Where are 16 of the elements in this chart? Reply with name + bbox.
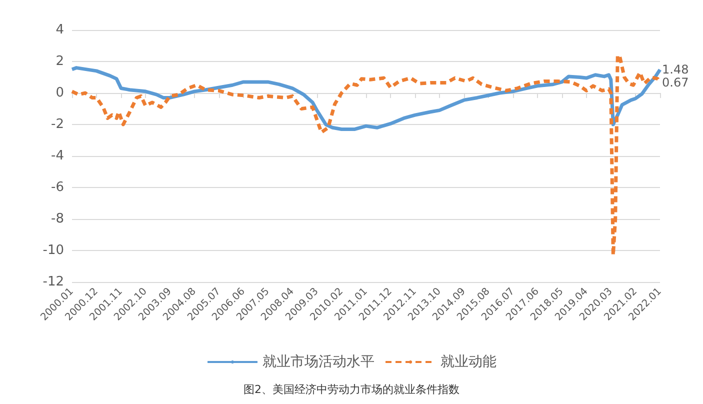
line-series [70,53,662,257]
text: 图2、美国经济中劳动力市场的就业条件指数 [244,383,460,396]
legend-label: 就业动能 [440,354,496,370]
y-tick-label: -8 [51,212,64,226]
y-tick-label: 0 [56,86,64,100]
data-label: 0.67 [662,75,689,90]
y-tick-label: -10 [42,243,64,258]
y-tick-label: -2 [51,117,64,132]
data-label: 1.48 [662,62,689,77]
y-tick-label: -6 [51,180,64,195]
legend-label: 就业市场活动水平 [262,354,374,370]
line-series [70,66,662,131]
y-tick-label: 2 [56,54,64,69]
y-tick-label: 4 [56,22,64,38]
y-tick-label: -4 [51,148,64,164]
y-tick-label: -12 [42,274,64,290]
